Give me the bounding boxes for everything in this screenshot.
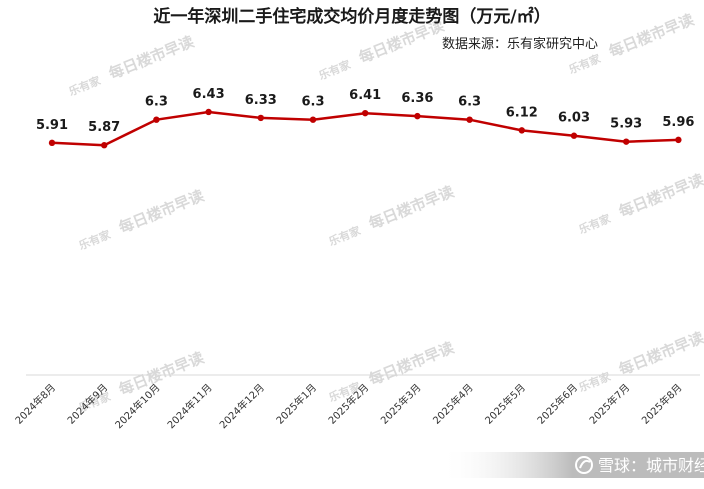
watermark-text: 每日楼市早读 [606, 11, 696, 61]
chart-title: 近一年深圳二手住宅成交均价月度走势图（万元/㎡） [153, 6, 550, 27]
data-label: 6.3 [458, 95, 481, 110]
x-tick-label: 2025年6月 [534, 381, 580, 427]
watermark-logo: 乐有家 [317, 57, 354, 83]
watermark-logo: 乐有家 [567, 51, 604, 77]
data-point [675, 136, 682, 144]
data-point [48, 139, 56, 147]
chart-subtitle: 数据来源：乐有家研究中心 [442, 36, 598, 52]
data-label: 6.33 [245, 93, 277, 108]
data-point [309, 116, 317, 123]
watermark-text: 每日楼市早读 [366, 183, 456, 233]
data-label: 5.96 [662, 115, 694, 130]
data-labels: 5.91 5.87 6.3 6.43 6.33 6.3 6.41 6.36 6.3 6.12 6.0… [36, 87, 694, 135]
data-label: 6.3 [145, 95, 168, 110]
watermark-text: 每日楼市早读 [616, 329, 704, 379]
x-tick-label: 2025年5月 [482, 381, 528, 427]
x-tick-label: 2025年1月 [273, 381, 319, 427]
snowball-icon [575, 456, 593, 474]
data-label: 6.03 [558, 111, 590, 126]
watermark-logo: 乐有家 [577, 369, 614, 395]
x-tick-label: 2025年4月 [430, 381, 476, 427]
x-tick-label: 2024年12月 [217, 381, 267, 431]
data-label: 6.12 [506, 105, 538, 120]
footer-text: 雪球：城市财经 [598, 456, 704, 475]
data-point [362, 109, 369, 117]
series-layer [48, 108, 682, 149]
footer-band [440, 452, 704, 478]
data-point [466, 116, 473, 123]
data-point [623, 138, 630, 145]
watermark-logo: 乐有家 [327, 223, 364, 249]
data-label: 6.43 [193, 87, 225, 102]
watermark-text: 每日楼市早读 [366, 339, 456, 389]
footer: 雪球：城市财经 [575, 456, 704, 475]
data-point [414, 112, 421, 120]
watermark-logo: 乐有家 [577, 211, 614, 237]
watermark-text: 每日楼市早读 [116, 349, 206, 399]
watermark-text: 每日楼市早读 [106, 33, 196, 83]
data-label: 5.87 [88, 120, 120, 135]
data-point [570, 132, 578, 139]
data-point [257, 114, 264, 122]
data-label: 6.3 [301, 95, 324, 110]
watermark-logo: 乐有家 [67, 73, 104, 99]
data-point [101, 142, 108, 149]
data-point [205, 108, 212, 116]
data-label: 6.41 [349, 88, 381, 103]
data-label: 6.36 [401, 91, 433, 106]
data-point [518, 127, 525, 134]
data-point [153, 116, 160, 123]
watermark-text: 每日楼市早读 [116, 187, 206, 237]
data-label: 5.91 [36, 118, 68, 133]
x-tick-label: 2025年8月 [639, 381, 685, 427]
watermark-text: 每日楼市早读 [616, 171, 704, 221]
x-tick-label: 2024年8月 [12, 381, 58, 427]
watermark-logo: 乐有家 [77, 227, 114, 253]
x-tick-label: 2024年11月 [164, 381, 214, 431]
x-tick-label: 2025年3月 [378, 381, 424, 427]
data-label: 5.93 [610, 117, 642, 132]
